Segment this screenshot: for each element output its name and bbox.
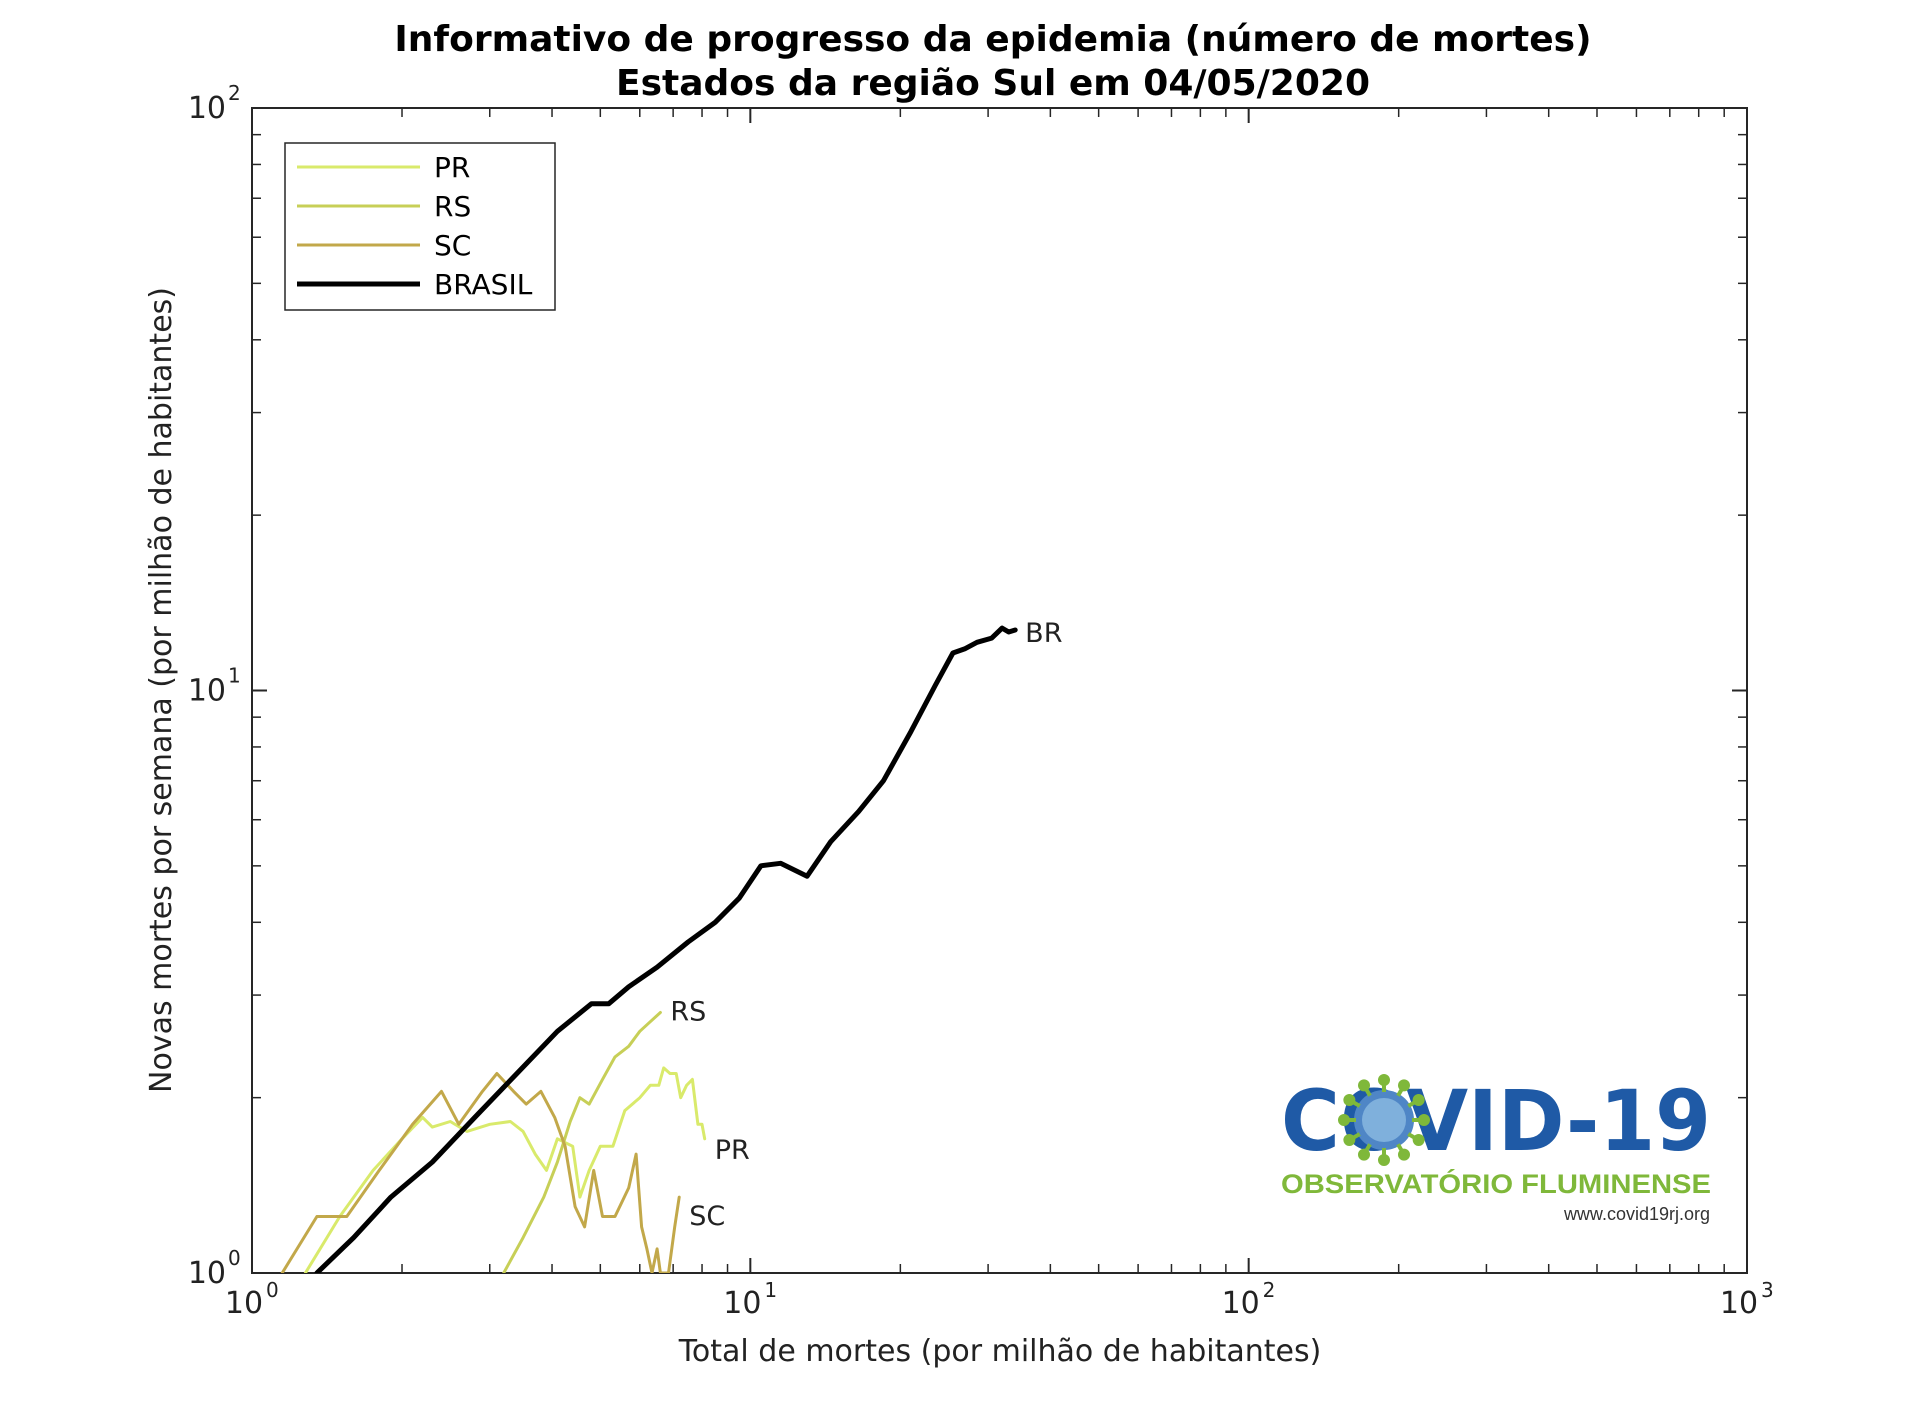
virus-spike-tip — [1338, 1114, 1350, 1126]
legend-label-sc: SC — [434, 229, 471, 262]
y-tick-label: 10 — [188, 674, 226, 709]
series-line-sc — [280, 1072, 681, 1273]
x-tick-labels: 10 0 10 1 10 2 10 3 — [225, 1278, 1774, 1321]
virus-spike-tip — [1418, 1114, 1430, 1126]
legend: PR RS SC BRASIL — [284, 142, 556, 311]
series-end-label-pr: PR — [715, 1135, 750, 1166]
series-end-label-brasil: BR — [1025, 618, 1062, 649]
x-tick-label: 10 — [1222, 1286, 1260, 1321]
virus-spike-tip — [1378, 1074, 1390, 1086]
x-tick-exponent: 2 — [1263, 1278, 1276, 1302]
x-tick-exponent: 0 — [266, 1278, 279, 1302]
y-axis-label: Novas mortes por semana (por milhão de h… — [144, 287, 179, 1093]
y-tick-label: 10 — [188, 91, 226, 126]
virus-spike-tip — [1358, 1079, 1370, 1092]
y-tick-label: 10 — [188, 1256, 226, 1291]
virus-spike-tip — [1398, 1148, 1410, 1161]
logo-url: www.covid19rj.org — [1563, 1204, 1710, 1224]
series-line-pr — [303, 1066, 707, 1273]
x-tick-exponent: 1 — [764, 1278, 777, 1302]
virus-spike-tip — [1398, 1079, 1410, 1092]
legend-label-brasil: BRASIL — [434, 268, 533, 301]
x-tick-label: 10 — [225, 1286, 263, 1321]
virus-spike-tip — [1412, 1134, 1425, 1146]
series-line-rs — [502, 1011, 662, 1273]
legend-entries: PR RS SC BRASIL — [297, 151, 533, 301]
minor-ticks — [252, 108, 1747, 1273]
series-end-labels: PR RS SC BR — [670, 618, 1062, 1232]
major-ticks — [251, 107, 1748, 1274]
series-end-label-rs: RS — [670, 997, 706, 1028]
series-lines — [280, 625, 1018, 1273]
series-end-label-sc: SC — [689, 1201, 725, 1232]
virus-spike-tip — [1412, 1094, 1425, 1106]
x-tick-label: 10 — [723, 1286, 761, 1321]
y-tick-exponent: 1 — [228, 664, 241, 688]
virus-spike-tip — [1343, 1094, 1356, 1106]
chart-subtitle: Estados da região Sul em 04/05/2020 — [616, 63, 1370, 104]
series-line-brasil — [314, 625, 1018, 1273]
legend-label-rs: RS — [434, 190, 471, 223]
y-tick-exponent: 0 — [228, 1246, 241, 1270]
y-tick-exponent: 2 — [228, 81, 241, 105]
virus-icon — [1338, 1074, 1430, 1166]
legend-label-pr: PR — [434, 151, 470, 184]
virus-spike-tip — [1378, 1154, 1390, 1166]
x-axis-label: Total de mortes (por milhão de habitante… — [678, 1334, 1322, 1369]
chart-title: Informativo de progresso da epidemia (nú… — [394, 19, 1591, 60]
covid19-logo: COVID-19 OBSERVATÓRIO FLUMINENSE www.cov… — [1281, 1072, 1711, 1224]
virus-spike-tip — [1358, 1148, 1370, 1161]
logo-subtitle: OBSERVATÓRIO FLUMINENSE — [1281, 1168, 1711, 1199]
x-tick-label: 10 — [1720, 1286, 1758, 1321]
x-tick-exponent: 3 — [1761, 1278, 1774, 1302]
virus-spike-tip — [1343, 1134, 1356, 1146]
